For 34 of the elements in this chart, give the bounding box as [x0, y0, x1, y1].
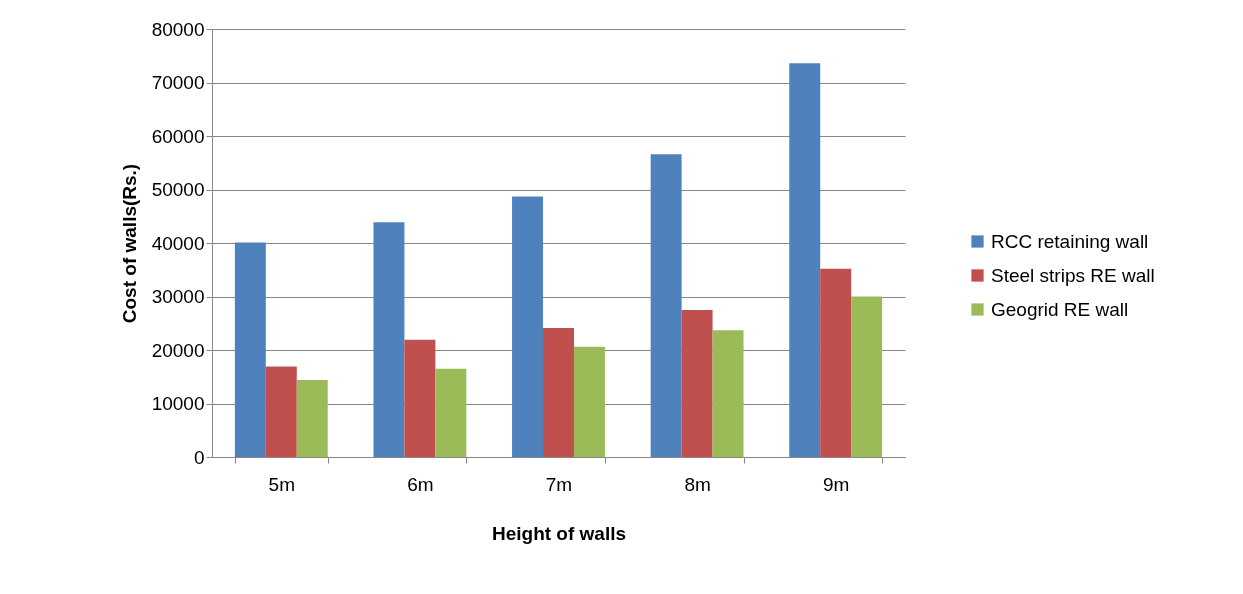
x-tick-label: 8m: [684, 473, 711, 495]
x-axis-title: Height of walls: [491, 522, 627, 544]
legend-label: Steel strips RE wall: [991, 264, 1155, 286]
bar: [373, 222, 405, 457]
y-tick-label: 10000: [151, 393, 205, 414]
bar: [851, 296, 883, 457]
y-tick-label: 20000: [151, 339, 205, 361]
bar: [512, 196, 544, 457]
bar: [296, 379, 328, 457]
x-tick-label: 7m: [545, 473, 573, 495]
bar: [234, 242, 266, 457]
x-tick-label: 9m: [823, 473, 850, 495]
bar: [435, 368, 467, 457]
bar: [573, 346, 605, 457]
legend-label: RCC retaining wall: [991, 230, 1149, 252]
x-tick-label: 5m: [268, 473, 295, 495]
bar: [650, 154, 682, 457]
bar: [820, 268, 852, 457]
y-tick-label: 80000: [151, 18, 205, 40]
bar: [681, 309, 713, 457]
y-axis-title: Cost of walls(Rs.): [118, 163, 140, 324]
y-tick-label: 50000: [151, 179, 205, 200]
x-tick-label: 6m: [407, 473, 434, 495]
y-tick-label: 60000: [151, 125, 205, 147]
bar: [265, 366, 297, 457]
bar: [789, 63, 821, 457]
bar: [404, 339, 436, 457]
y-tick-label: 70000: [151, 72, 205, 93]
y-tick-label: 30000: [151, 286, 205, 307]
y-tick-label: 40000: [151, 232, 205, 254]
bar: [543, 328, 574, 457]
y-tick-label: 0: [193, 446, 205, 468]
legend-label: Geogrid RE wall: [991, 298, 1129, 320]
bar: [712, 330, 744, 457]
